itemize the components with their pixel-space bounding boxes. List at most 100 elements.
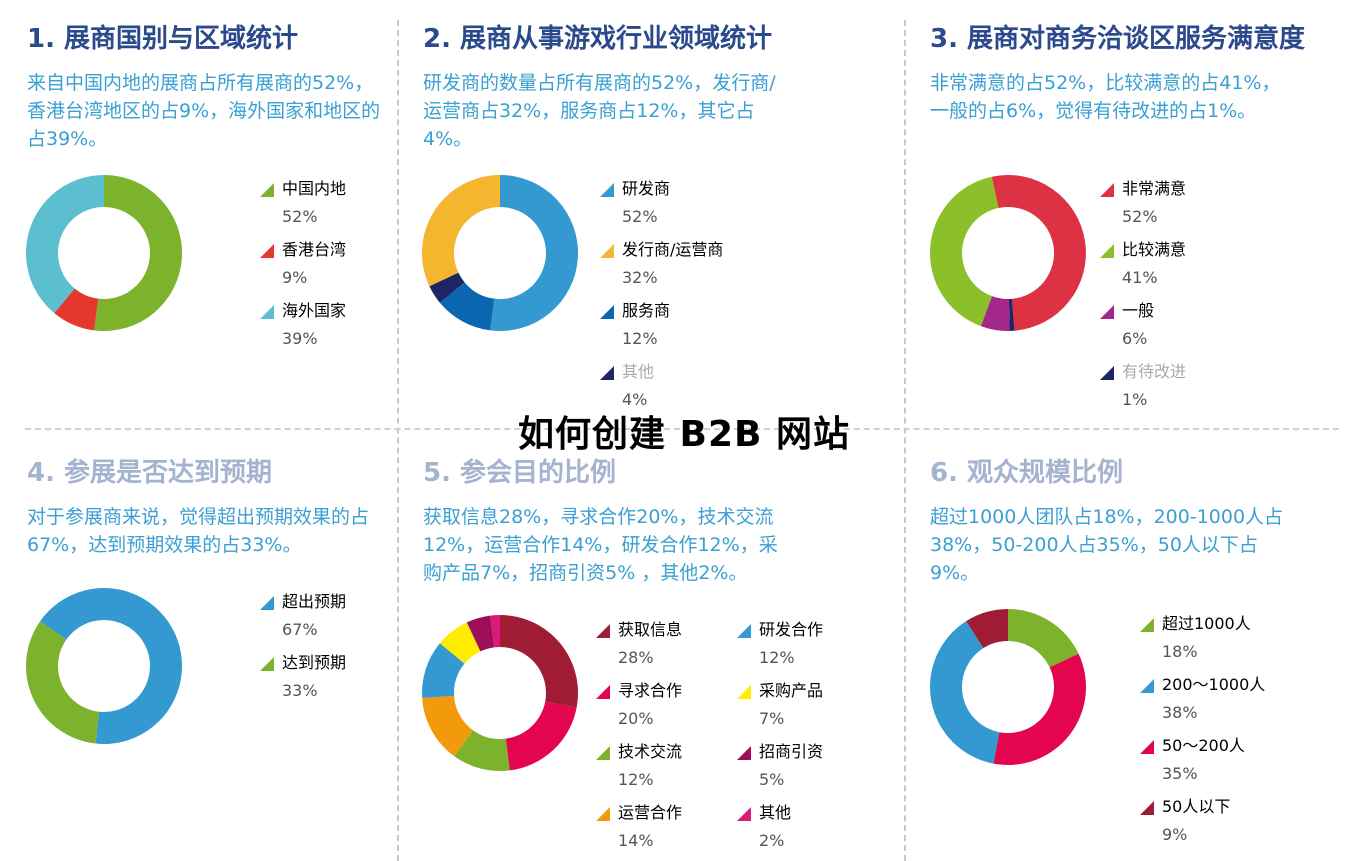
panel-6: 6. 观众规模比例 超过1000人团队占18%，200-1000人占38%，50-… [930,452,1290,587]
donut-slice-其他 [490,615,500,648]
legend-item: 超过1000人 18% [1140,610,1251,661]
chart-description: 对于参展商来说，觉得超出预期效果的占67%，达到预期效果的占33%。 [27,506,370,556]
donut-slice-寻求合作 [505,701,577,771]
legend-value: 52% [622,207,658,226]
divider-horizontal [25,428,1339,430]
legend-value: 7% [759,709,785,728]
watermark: 如何创建 B2B 网站 [518,414,850,455]
legend-label: 海外国家 [282,301,347,320]
donut-chart-5 [421,615,579,771]
legend-marker-icon [600,243,614,258]
legend-marker-icon [600,304,614,319]
legend-item: 有待改进 1% [1100,358,1186,409]
legend-label: 200～1000人 [1162,675,1266,694]
legend-label: 有待改进 [1122,362,1187,381]
legend-label: 50～200人 [1162,736,1245,755]
legend-marker-icon [260,243,274,258]
legend-label: 50人以下 [1162,797,1231,816]
legend-marker-icon [596,623,610,638]
legend-value: 12% [622,329,658,348]
legend-label: 比较满意 [1122,240,1187,259]
chart-title: 1. 展商国别与区域统计 [27,24,299,54]
panel-4: 4. 参展是否达到预期对于参展商来说，觉得超出预期效果的占67%，达到预期效果的… [27,452,387,559]
legend-value: 52% [282,207,318,226]
donut-slice-其他 [429,272,465,303]
donut-slice-发行商/运营商 [421,175,500,287]
donut-slice-招商引资 [466,615,495,652]
chart-description: 非常满意的占52%，比较满意的占41%，一般的占6%，觉得有待改进的占1%。 [930,72,1281,122]
legend-item: 研发合作 12% [737,616,823,667]
legend-label: 运营合作 [618,803,683,822]
legend-marker-icon [737,745,751,760]
legend-label: 研发商 [622,179,671,198]
donut-chart-1 [25,174,183,331]
donut-slice-50人以下 [966,609,1008,649]
legend-label: 研发合作 [759,620,824,639]
legend-value: 32% [622,268,658,287]
chart-title: 5. 参会目的比例 [423,458,617,488]
legend-item: 比较满意 41% [1100,236,1186,287]
legend-marker-icon [600,182,614,197]
legend-item: 寻求合作 20% [596,677,682,728]
legend-value: 28% [618,648,654,667]
donut-slice-超出预期 [40,587,183,744]
legend-marker-icon [596,745,610,760]
donut-chart-2 [421,174,579,331]
legend-value: 20% [618,709,654,728]
legend-item: 获取信息 28% [596,616,682,667]
legend-item: 非常满意 52% [1100,175,1186,226]
donut-slice-服务商 [439,282,495,331]
legend-value: 4% [622,390,648,409]
legend-value: 14% [618,831,654,850]
legend-label: 非常满意 [1122,179,1187,198]
legend-marker-icon [260,182,274,197]
legend-marker-icon [737,684,751,699]
donut-slice-技术交流 [454,730,510,771]
legend-label: 技术交流 [618,742,683,761]
legend-item: 招商引资 5% [737,738,823,789]
chart-title: 3. 展商对商务洽谈区服务满意度 [930,24,1306,54]
panel-5: 5. 参会目的比例 获取信息28%，寻求合作20%，技术交流12%，运营合作14%… [423,452,783,587]
legend-value: 41% [1122,268,1158,287]
legend-label: 一般 [1122,301,1155,320]
legend-item: 研发商 52% [600,175,670,226]
legend-marker-icon [1100,365,1114,380]
legend-item: 200～1000人 38% [1140,671,1265,722]
legend-value: 12% [618,770,654,789]
legend-item: 运营合作 14% [596,799,682,850]
legend-label: 获取信息 [618,620,683,639]
legend-item: 香港台湾 9% [260,236,346,287]
legend-marker-icon [1140,739,1154,754]
legend-value: 38% [1162,703,1198,722]
legend-value: 2% [759,831,785,850]
divider-vertical-1 [397,20,399,861]
legend-item: 其他 4% [600,358,654,409]
legend-marker-icon [596,806,610,821]
donut-slice-非常满意 [991,175,1086,331]
donut-slice-研发合作 [421,643,465,698]
legend-value: 67% [282,620,318,639]
legend-value: 35% [1162,764,1198,783]
legend-item: 海外国家 39% [260,297,346,348]
legend-value: 33% [282,681,318,700]
chart-title: 4. 参展是否达到预期 [27,458,273,488]
legend-marker-icon [260,595,274,610]
legend-label: 超出预期 [282,592,347,611]
legend-item: 中国内地 52% [260,175,346,226]
legend-item: 技术交流 12% [596,738,682,789]
donut-slice-获取信息 [500,615,579,708]
legend-item: 发行商/运营商 32% [600,236,723,287]
donut-slice-有待改进 [1008,298,1015,331]
donut-chart-6 [929,609,1087,766]
donut-slice-达到预期 [26,621,100,744]
legend-value: 6% [1122,329,1148,348]
panel-3: 3. 展商对商务洽谈区服务满意度非常满意的占52%，比较满意的占41%，一般的占… [930,18,1306,125]
legend-label: 达到预期 [282,653,347,672]
legend-marker-icon [737,806,751,821]
donut-chart-3 [929,175,1086,331]
legend-label: 服务商 [622,301,671,320]
legend-value: 9% [1162,825,1188,844]
donut-slice-运营合作 [422,695,473,757]
divider-vertical-2 [904,20,906,861]
donut-slice-香港台湾 [54,288,99,331]
